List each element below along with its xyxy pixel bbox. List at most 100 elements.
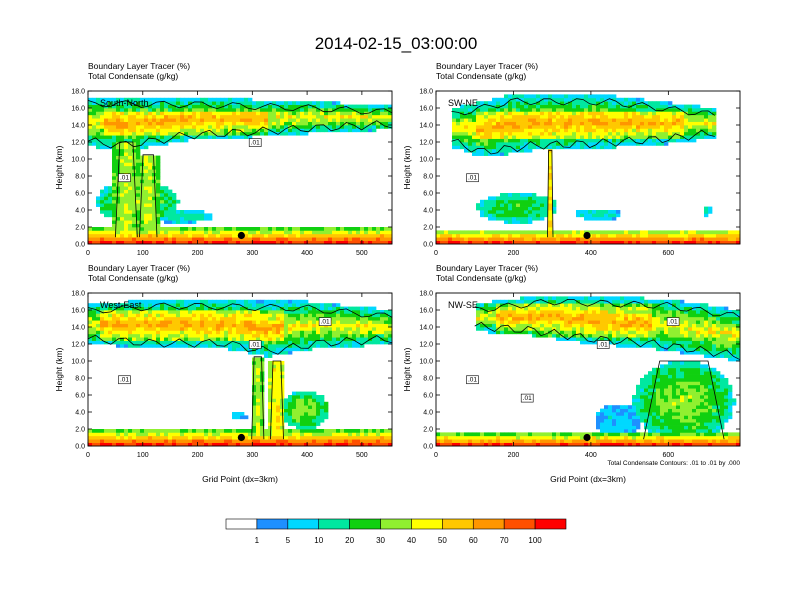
tracer-cell: [340, 121, 345, 126]
tracer-cell: [188, 216, 193, 221]
tracer-cell: [508, 101, 513, 105]
tracer-cell: [268, 401, 273, 406]
tracer-cell: [608, 240, 613, 245]
tracer-cell: [152, 142, 157, 146]
tracer-cell: [116, 159, 121, 163]
tracer-cell: [736, 233, 741, 238]
tracer-cell: [708, 230, 713, 235]
tracer-cell: [132, 213, 137, 218]
tracer-cell: [356, 104, 361, 109]
tracer-cell: [284, 125, 289, 129]
tracer-cell: [280, 439, 285, 443]
tracer-cell: [100, 138, 105, 143]
tracer-cell: [476, 323, 481, 328]
tracer-cell: [464, 118, 469, 122]
tracer-cell: [292, 111, 297, 116]
tracer-cell: [168, 128, 173, 133]
tracer-cell: [588, 94, 593, 99]
tracer-cell: [656, 104, 661, 109]
tracer-cell: [224, 118, 229, 122]
tracer-cell: [376, 121, 381, 126]
tracer-cell: [316, 395, 321, 399]
tracer-cell: [380, 340, 385, 345]
tracer-cell: [204, 108, 209, 112]
tracer-cell: [276, 374, 281, 379]
tracer-cell: [324, 442, 329, 447]
tracer-cell: [284, 320, 289, 324]
tracer-cell: [312, 327, 317, 331]
tracer-cell: [536, 213, 541, 218]
tracer-cell: [252, 240, 257, 245]
tracer-cell: [352, 125, 357, 129]
tracer-cell: [208, 344, 213, 348]
tracer-cell: [376, 227, 381, 231]
tracer-cell: [268, 347, 273, 352]
tracer-cell: [120, 169, 125, 173]
tracer-cell: [508, 193, 513, 197]
tracer-cell: [96, 320, 101, 324]
tracer-cell: [88, 111, 93, 116]
tracer-cell: [312, 121, 317, 126]
tracer-cell: [520, 131, 525, 136]
tracer-cell: [176, 344, 181, 348]
tracer-cell: [548, 199, 553, 204]
tracer-cell: [124, 159, 129, 163]
panel-subtitle: Total Condensate (g/kg): [88, 273, 178, 283]
tracer-cell: [132, 435, 137, 440]
tracer-cell: [296, 405, 301, 409]
tracer-cell: [120, 240, 125, 245]
tracer-cell: [188, 108, 193, 112]
tracer-cell: [316, 422, 321, 426]
tracer-cell: [140, 320, 145, 324]
tracer-cell: [164, 233, 169, 238]
tracer-cell: [372, 435, 377, 440]
tracer-cell: [568, 128, 573, 133]
tracer-cell: [108, 108, 113, 112]
tracer-cell: [112, 330, 117, 335]
tracer-cell: [144, 125, 149, 129]
tracer-cell: [172, 97, 177, 102]
tracer-cell: [188, 337, 193, 341]
tracer-cell: [244, 310, 249, 314]
tracer-cell: [292, 435, 297, 440]
tracer-cell: [668, 240, 673, 245]
tracer-cell: [652, 118, 657, 122]
tracer-cell: [292, 422, 297, 426]
tracer-cell: [680, 131, 685, 136]
tracer-cell: [664, 142, 669, 146]
tracer-cell: [516, 220, 521, 224]
tracer-cell: [88, 439, 93, 443]
tracer-cell: [204, 330, 209, 335]
tracer-cell: [548, 213, 553, 218]
tracer-cell: [140, 435, 145, 440]
x-tick-label: 0: [434, 250, 438, 257]
tracer-cell: [304, 442, 309, 447]
tracer-cell: [216, 111, 221, 116]
tracer-cell: [648, 142, 653, 146]
tracer-cell: [512, 101, 517, 105]
x-tick-label: 100: [137, 452, 149, 459]
tracer-cell: [300, 337, 305, 341]
tracer-cell: [284, 350, 289, 355]
tracer-cell: [572, 121, 577, 126]
tracer-cell: [596, 118, 601, 122]
tracer-cell: [88, 303, 93, 307]
tracer-cell: [516, 233, 521, 238]
tracer-cell: [156, 333, 161, 338]
tracer-cell: [556, 128, 561, 133]
tracer-cell: [496, 125, 501, 129]
tracer-cell: [160, 125, 165, 129]
tracer-cell: [140, 101, 145, 105]
tracer-cell: [228, 108, 233, 112]
tracer-cell: [168, 240, 173, 245]
tracer-cell: [108, 429, 113, 433]
tracer-cell: [168, 344, 173, 348]
tracer-cell: [708, 135, 713, 139]
tracer-cell: [504, 128, 509, 133]
tracer-cell: [200, 442, 205, 447]
tracer-cell: [348, 227, 353, 231]
tracer-cell: [324, 401, 329, 406]
tracer-cell: [256, 408, 261, 413]
tracer-cell: [272, 374, 277, 379]
tracer-cell: [232, 230, 237, 235]
